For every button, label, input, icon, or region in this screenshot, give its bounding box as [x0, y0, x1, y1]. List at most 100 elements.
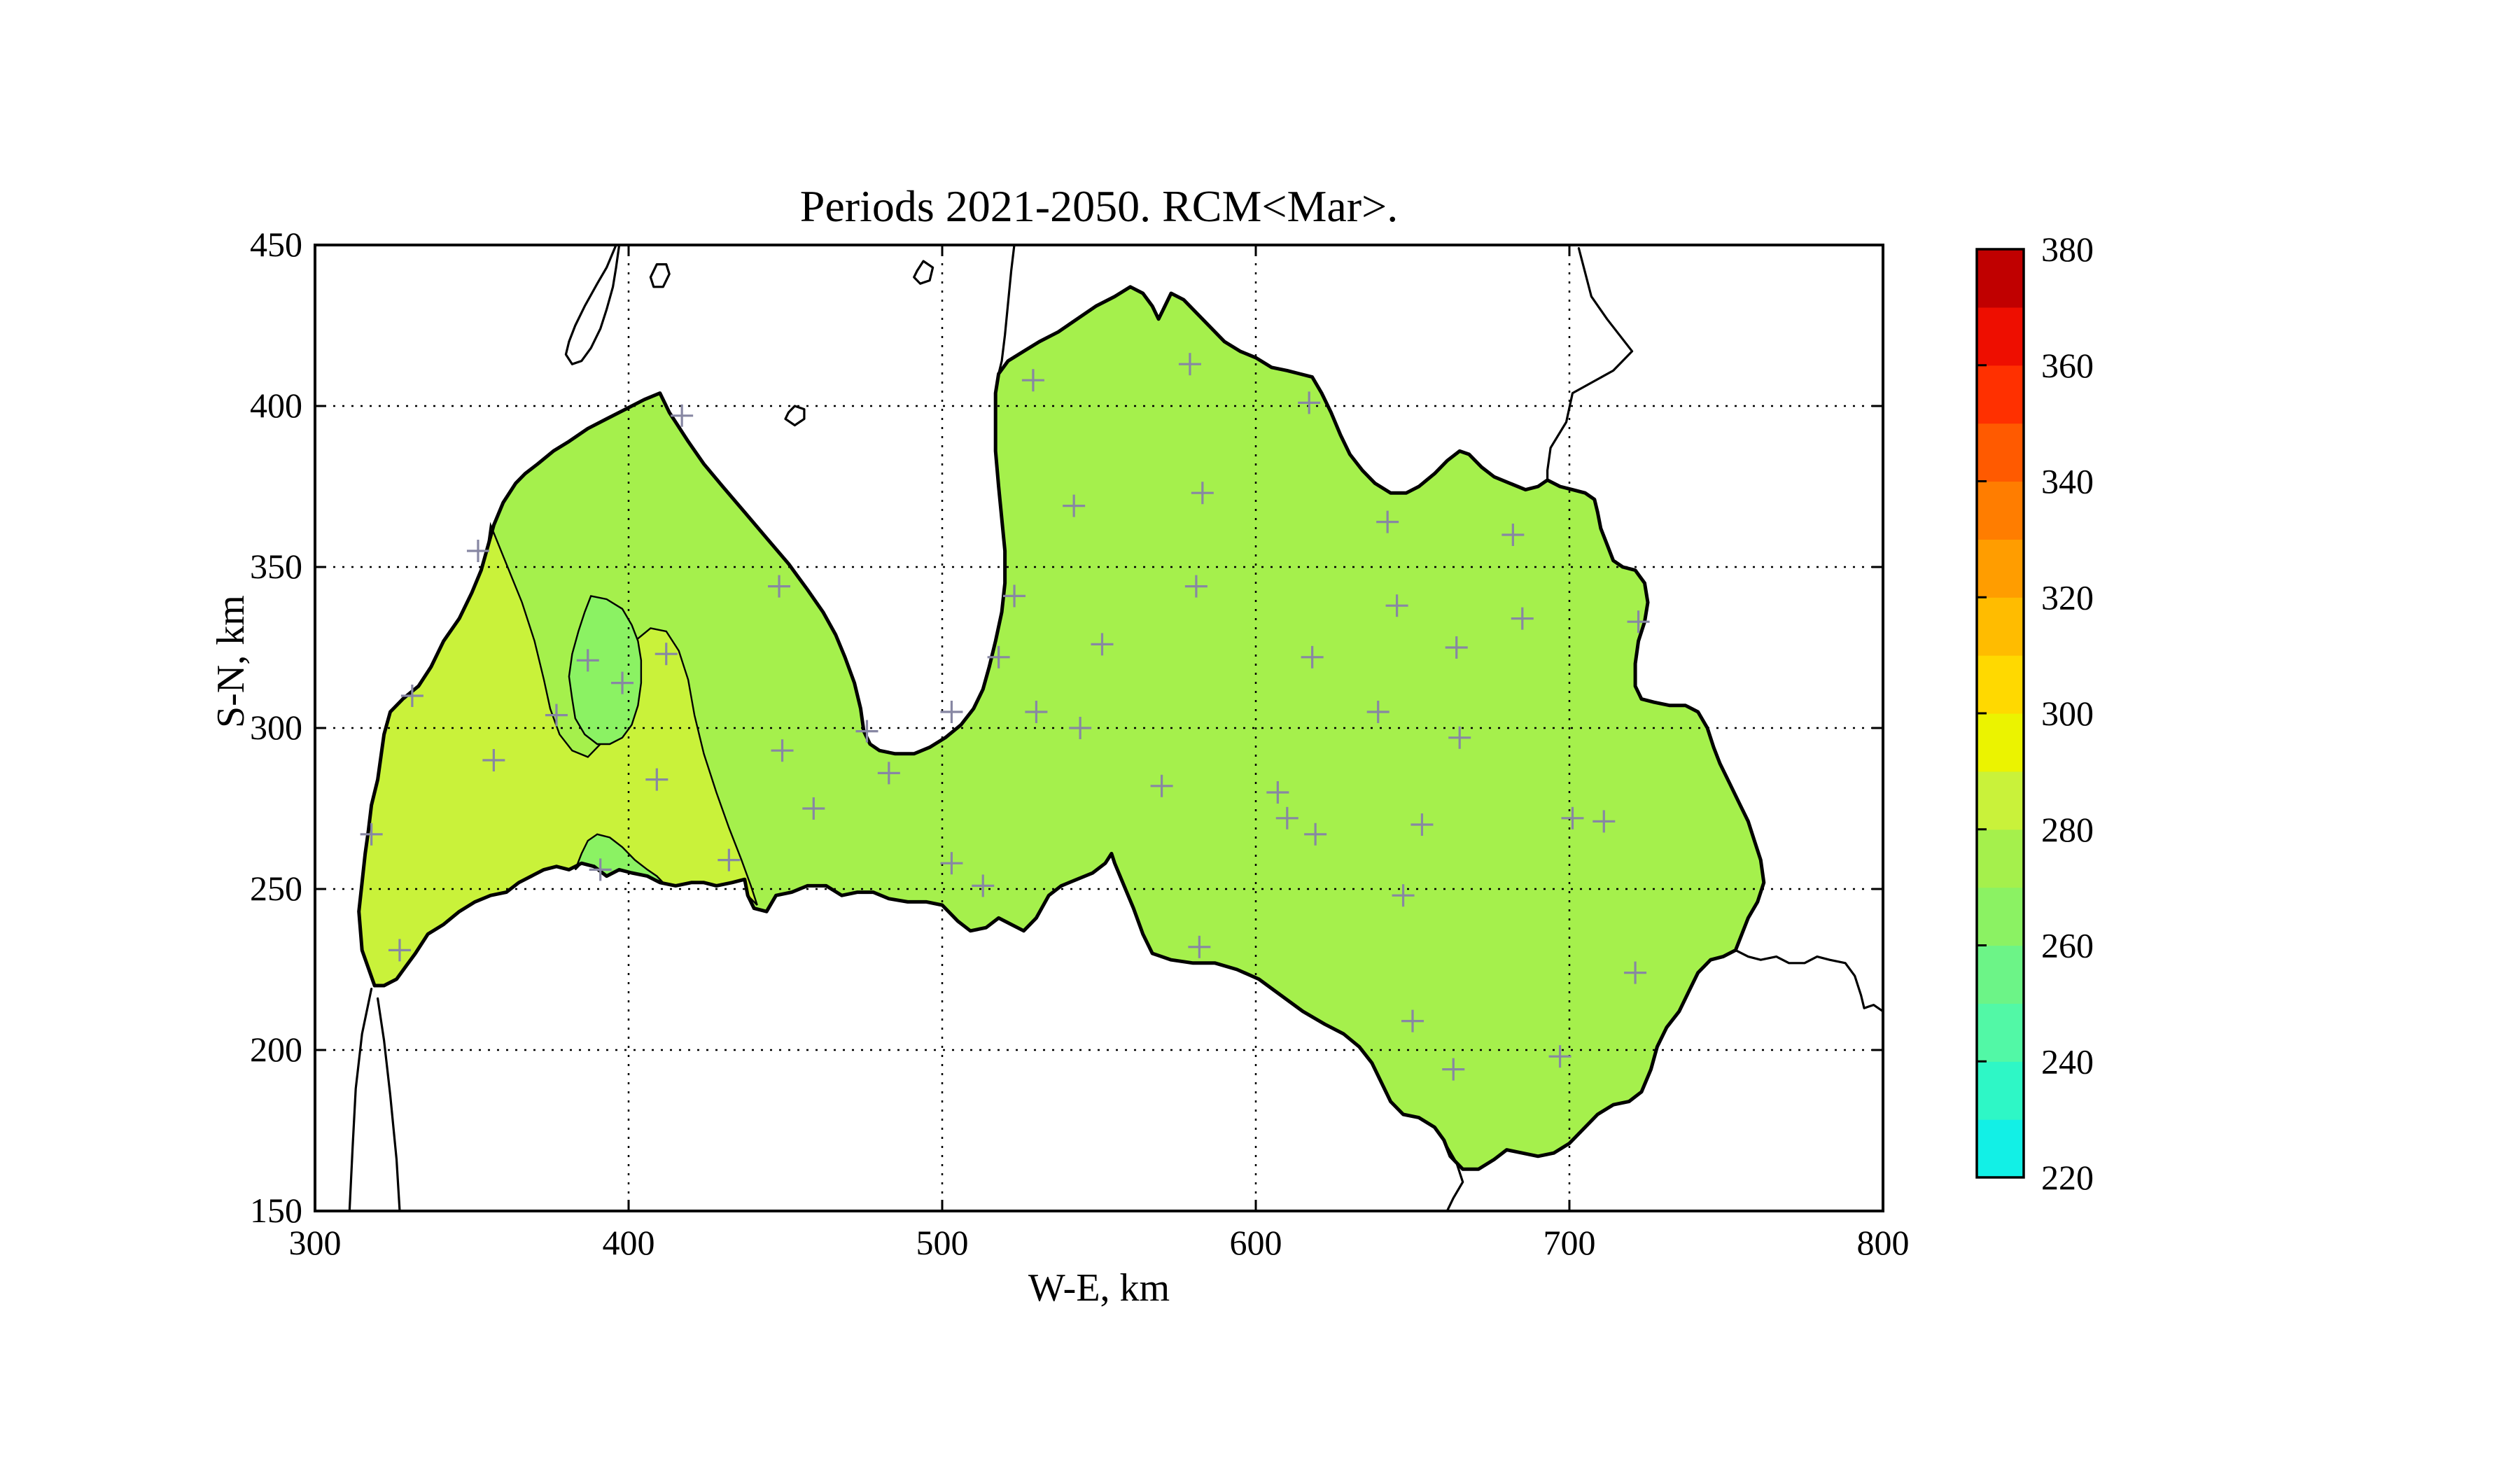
- y-tick-label: 450: [250, 225, 302, 264]
- station-marker: [1392, 884, 1415, 907]
- colorbar-band: [1977, 829, 2024, 888]
- station-marker: [1401, 1009, 1424, 1032]
- station-marker: [589, 858, 612, 881]
- colorbar-band: [1977, 307, 2024, 366]
- colorbar-tick-label: 300: [2041, 694, 2094, 733]
- island-ruhnu: [784, 405, 806, 427]
- station-marker: [1445, 636, 1468, 659]
- colorbar-band: [1977, 655, 2024, 714]
- station-marker: [482, 749, 505, 771]
- station-marker: [1178, 353, 1201, 376]
- station-marker: [1003, 584, 1026, 608]
- colorbar-band: [1977, 1003, 2024, 1062]
- colorbar-tick-label: 220: [2041, 1158, 2094, 1197]
- colorbar-tick-label: 240: [2041, 1042, 2094, 1081]
- station-marker: [1376, 510, 1399, 533]
- station-marker: [1624, 961, 1647, 984]
- map-border-lines: [348, 244, 1884, 1212]
- station-marker: [718, 848, 741, 872]
- colorbar-tick-label: 380: [2041, 230, 2094, 269]
- station-marker: [1442, 1058, 1465, 1081]
- station-marker: [611, 671, 634, 694]
- colorbar-band: [1977, 423, 2024, 482]
- estonian-island-small: [649, 263, 671, 288]
- colorbar-tick-label: 360: [2041, 346, 2094, 385]
- y-tick-label: 400: [250, 386, 302, 425]
- estonian-island-large: [564, 244, 621, 365]
- station-marker: [987, 645, 1010, 668]
- y-tick-label: 350: [250, 547, 302, 586]
- colorbar-band: [1977, 1119, 2024, 1178]
- colorbar-band: [1977, 481, 2024, 540]
- station-marker: [1091, 633, 1114, 656]
- station-marker: [1548, 1045, 1572, 1068]
- colorbar-band: [1977, 597, 2024, 656]
- colorbar: 220 240 260 280 300 320 340 360 380: [1975, 230, 2094, 1197]
- estonia-russia-border: [1546, 247, 1634, 482]
- colorbar-band: [1977, 539, 2024, 598]
- colorbar-tick-label: 340: [2041, 462, 2094, 501]
- station-marker: [1025, 701, 1048, 723]
- station-marker: [1627, 610, 1650, 634]
- station-marker: [576, 649, 599, 672]
- grid-lines: [315, 245, 1883, 1211]
- lithuania-coast-inner: [376, 997, 401, 1212]
- station-marker: [466, 540, 489, 562]
- station-marker: [645, 768, 668, 791]
- station-marker: [1366, 701, 1390, 723]
- station-marker: [545, 704, 568, 727]
- station-marker: [1304, 822, 1327, 846]
- x-tick-label: 700: [1544, 1223, 1596, 1262]
- x-tick-label: 500: [916, 1223, 969, 1262]
- station-marker: [360, 822, 383, 846]
- estonia-gulf-coast: [997, 244, 1016, 375]
- station-marker: [1592, 810, 1616, 833]
- x-tick-label: 400: [603, 1223, 655, 1262]
- lithuania-belarus-border: [1446, 1145, 1464, 1212]
- y-tick-label: 150: [250, 1191, 302, 1230]
- colorbar-band: [1977, 713, 2024, 772]
- y-tick-label: 200: [250, 1030, 302, 1069]
- x-tick-label: 600: [1230, 1223, 1282, 1262]
- axes-frame: 300 400 500 600 700 800 150 200 250 300 350 400 450: [250, 225, 1910, 1262]
- chart-title: Periods 2021-2050. RCM<Mar>.: [799, 181, 1399, 231]
- station-marker: [855, 720, 878, 743]
- island-kihnu: [913, 260, 934, 285]
- station-marker: [388, 939, 411, 962]
- colorbar-band: [1977, 249, 2024, 308]
- station-marker: [1188, 935, 1211, 958]
- x-axis-label: W-E, km: [1028, 1266, 1170, 1310]
- station-markers: [360, 353, 1650, 1081]
- colorbar-band: [1977, 1061, 2024, 1120]
- station-marker: [972, 874, 995, 897]
- station-marker: [1502, 524, 1525, 546]
- colorbar-band: [1977, 887, 2024, 946]
- y-tick-label: 300: [250, 708, 302, 747]
- colorbar-tick-label: 320: [2041, 578, 2094, 617]
- station-marker: [1511, 607, 1534, 630]
- station-marker: [802, 797, 825, 820]
- station-marker: [877, 762, 900, 785]
- station-marker: [1069, 717, 1092, 739]
- region-cool-spot-kidney: [568, 595, 643, 746]
- station-marker: [1561, 806, 1584, 830]
- colorbar-band: [1977, 771, 2024, 830]
- station-marker: [1385, 594, 1408, 617]
- station-marker: [771, 739, 794, 762]
- station-marker: [1184, 575, 1208, 598]
- station-marker: [940, 701, 963, 723]
- station-marker: [1063, 494, 1086, 517]
- station-marker: [654, 643, 678, 666]
- station-marker: [1410, 813, 1434, 836]
- russia-belarus-border: [1734, 948, 1884, 1013]
- station-marker: [1448, 726, 1471, 749]
- colorbar-tick-label: 260: [2041, 926, 2094, 965]
- x-tick-label: 300: [289, 1223, 342, 1262]
- station-marker: [1150, 774, 1173, 797]
- y-tick-label: 250: [250, 869, 302, 908]
- colorbar-tick-label: 280: [2041, 810, 2094, 849]
- station-marker: [1021, 369, 1044, 392]
- station-marker: [1275, 806, 1298, 830]
- latvia-border: [357, 285, 1766, 1171]
